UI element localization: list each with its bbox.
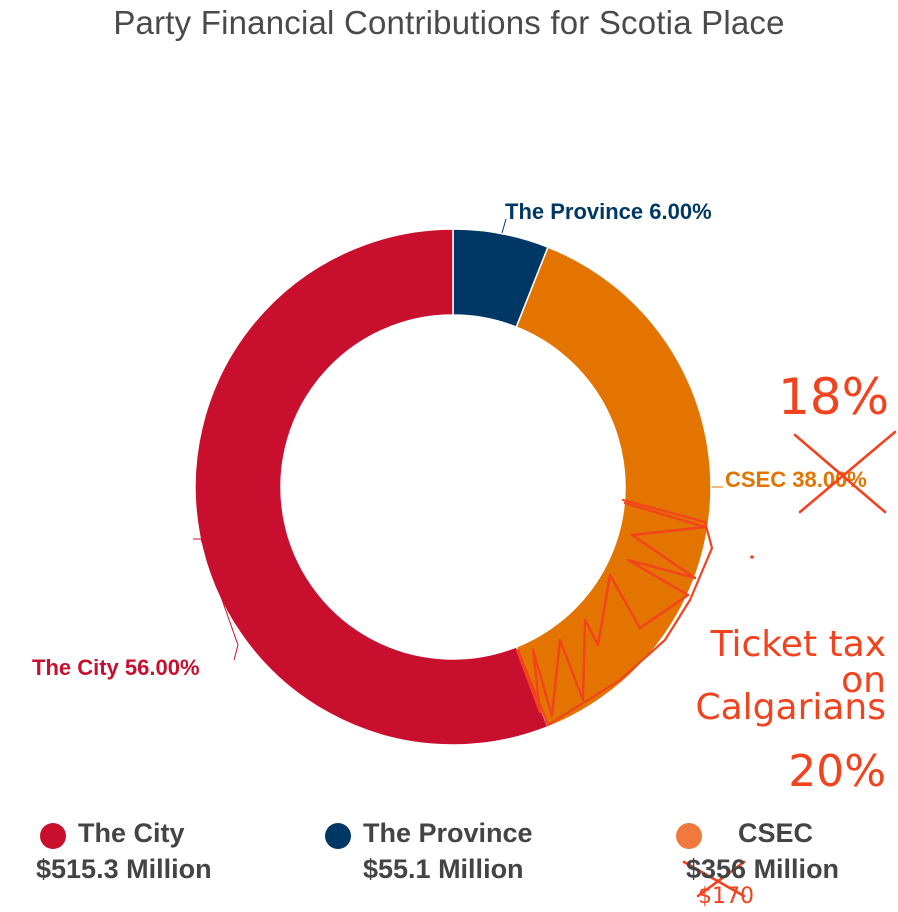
cross-mark-csec-percent xyxy=(793,433,887,514)
strike-mark-csec-amount-2 xyxy=(696,860,746,898)
legend-amount-the-city: $515.3 Million xyxy=(36,854,212,884)
chart-title: Party Financial Contributions for Scotia… xyxy=(113,4,785,41)
legend-label-csec: CSEC xyxy=(738,818,814,848)
legend-swatch-the-province xyxy=(325,823,351,849)
legend-swatch-the-city xyxy=(40,823,66,849)
leader-line-the-city xyxy=(193,538,239,661)
slice-label-the-province: The Province 6.00% xyxy=(505,199,712,224)
slice-csec xyxy=(515,246,712,728)
annotation-csec-new-percent: 18% xyxy=(778,368,890,426)
slice-label-the-city: The City 56.00% xyxy=(32,655,200,680)
annotation-ticket-tax-line1: Ticket tax on xyxy=(710,624,886,701)
annotation-ticket-tax-line2: Calgarians xyxy=(695,687,886,728)
legend-swatch-csec xyxy=(676,823,702,849)
cross-mark-csec-percent-2 xyxy=(798,430,897,514)
slice-the-city xyxy=(194,228,549,746)
scribble-hatch-csec xyxy=(515,501,707,718)
legend-label-the-province: The Province xyxy=(363,818,533,848)
legend-amount-the-province: $55.1 Million xyxy=(363,854,524,884)
stray-mark xyxy=(750,555,754,559)
scribble-outline-csec xyxy=(516,498,714,727)
strike-mark-csec-amount xyxy=(682,860,746,898)
slice-label-csec: CSEC 38.00% xyxy=(725,467,867,492)
annotation-csec-new-amount: $170 xyxy=(698,884,754,909)
legend-amount-csec: $356 Million xyxy=(686,854,840,884)
leader-line-the-province xyxy=(501,218,507,234)
annotation-ticket-tax-percent: 20% xyxy=(788,746,886,797)
legend-label-the-city: The City xyxy=(78,818,185,848)
